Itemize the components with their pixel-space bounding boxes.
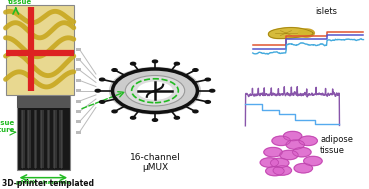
Text: 3D-printer templated: 3D-printer templated — [2, 179, 94, 188]
FancyBboxPatch shape — [76, 58, 81, 61]
Circle shape — [286, 140, 304, 149]
Text: tissue
culture: tissue culture — [0, 120, 15, 133]
Circle shape — [205, 78, 210, 81]
Circle shape — [193, 69, 198, 71]
Circle shape — [270, 158, 289, 168]
FancyBboxPatch shape — [40, 110, 44, 168]
Circle shape — [205, 101, 210, 103]
Text: adipose
tissue: adipose tissue — [320, 135, 353, 155]
Circle shape — [131, 62, 136, 65]
FancyBboxPatch shape — [59, 110, 63, 168]
Circle shape — [260, 158, 279, 167]
Circle shape — [174, 116, 179, 119]
FancyBboxPatch shape — [6, 5, 74, 94]
Circle shape — [95, 89, 100, 92]
Text: μMUX channels: μMUX channels — [16, 180, 71, 185]
Circle shape — [266, 166, 284, 176]
Circle shape — [273, 166, 292, 175]
Circle shape — [304, 156, 322, 166]
FancyBboxPatch shape — [76, 48, 81, 51]
Circle shape — [110, 67, 200, 114]
FancyBboxPatch shape — [17, 96, 70, 170]
FancyBboxPatch shape — [76, 79, 81, 82]
Circle shape — [100, 101, 105, 103]
FancyBboxPatch shape — [76, 89, 81, 92]
FancyBboxPatch shape — [76, 110, 81, 113]
Polygon shape — [268, 28, 313, 39]
Circle shape — [112, 110, 117, 113]
Circle shape — [210, 89, 215, 92]
FancyBboxPatch shape — [76, 100, 81, 103]
Circle shape — [131, 116, 136, 119]
FancyBboxPatch shape — [46, 110, 50, 168]
FancyBboxPatch shape — [17, 96, 70, 108]
Circle shape — [152, 60, 158, 63]
Circle shape — [100, 78, 105, 81]
FancyBboxPatch shape — [76, 131, 81, 134]
Circle shape — [294, 163, 313, 173]
Circle shape — [152, 119, 158, 121]
FancyBboxPatch shape — [34, 110, 38, 168]
Circle shape — [125, 76, 184, 106]
Circle shape — [280, 150, 298, 160]
Text: 16-channel
μMUX: 16-channel μMUX — [130, 153, 180, 173]
Circle shape — [293, 147, 311, 157]
FancyBboxPatch shape — [21, 110, 25, 168]
Circle shape — [137, 82, 173, 100]
Circle shape — [299, 136, 317, 146]
Polygon shape — [298, 29, 314, 37]
FancyBboxPatch shape — [76, 68, 81, 71]
Circle shape — [272, 136, 290, 146]
Circle shape — [174, 62, 179, 65]
FancyBboxPatch shape — [76, 120, 81, 123]
Circle shape — [283, 131, 302, 141]
Text: to
tissue: to tissue — [7, 0, 32, 5]
FancyBboxPatch shape — [53, 110, 57, 168]
Circle shape — [264, 147, 282, 157]
FancyBboxPatch shape — [27, 110, 31, 168]
Circle shape — [193, 110, 198, 113]
Text: islets: islets — [315, 7, 338, 16]
Circle shape — [112, 69, 117, 71]
